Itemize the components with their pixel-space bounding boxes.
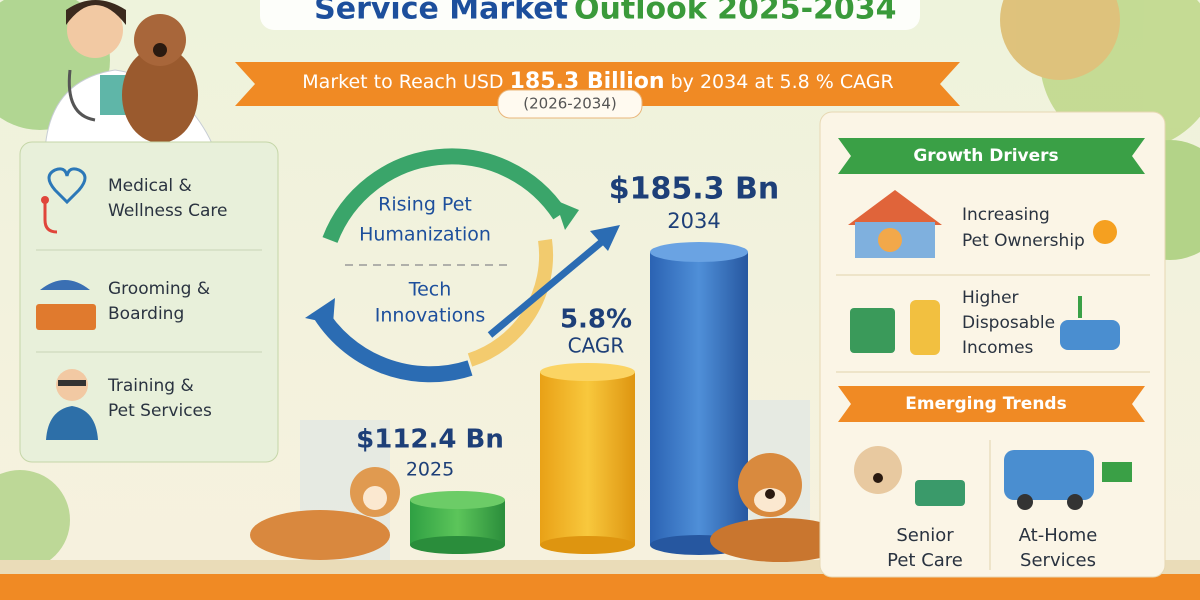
service-label: Medical &: [108, 176, 192, 196]
cycle-label: Rising Pet: [378, 194, 472, 216]
service-label: Training &: [107, 376, 194, 396]
bar-value-label: $185.3 Bn: [609, 172, 779, 207]
icon-house: [848, 190, 1117, 258]
cat-illustration: [250, 467, 400, 560]
bar-cagr: [540, 372, 635, 545]
icon-training: [46, 369, 98, 440]
bar-base: [540, 536, 635, 554]
bar-2034: [650, 252, 748, 545]
banner-tail: by 2034 at 5.8 % CAGR: [671, 71, 894, 93]
section-title: Growth Drivers: [913, 146, 1058, 166]
cycle-label: Innovations: [375, 305, 486, 327]
icon-van: [1004, 450, 1132, 510]
icon-grooming: [36, 280, 96, 330]
text-layer: Medical & Wellness Care Grooming & Boarding…: [107, 146, 1097, 571]
bar-year-label: 2025: [406, 459, 454, 481]
title-accent: Outlook 2025-2034: [574, 0, 897, 27]
bar-year-label: 2034: [667, 209, 720, 233]
service-label: Pet Services: [108, 401, 212, 421]
title-plate: [260, 0, 920, 30]
driver-label: Increasing: [962, 205, 1050, 225]
trend-label: At-Home: [1019, 525, 1098, 546]
vet-illustration: [44, 0, 216, 151]
driver-label: Incomes: [962, 338, 1034, 358]
cycle-label: Tech: [408, 279, 452, 301]
bar-top: [410, 491, 505, 509]
banner-ribbon: [235, 62, 960, 106]
service-label: Wellness Care: [108, 201, 227, 221]
section-title: Emerging Trends: [905, 394, 1066, 414]
bar-top: [650, 242, 748, 262]
dog-illustration: [710, 453, 850, 562]
service-label: Grooming &: [108, 279, 210, 299]
driver-label: Higher: [962, 288, 1019, 308]
growth-ribbon: [838, 138, 1145, 174]
cycle-graphic: [305, 148, 620, 383]
banner-lead: Market to Reach USD: [302, 71, 503, 93]
icon-senior-dog: [854, 446, 965, 506]
bar-value-label: 5.8%: [560, 305, 632, 335]
period-pill: [497, 89, 643, 119]
bar-top: [540, 363, 635, 381]
title-main: Service Market: [314, 0, 568, 27]
banner-period: (2026-2034): [523, 95, 616, 113]
driver-label: Pet Ownership: [962, 231, 1085, 251]
icon-money: [850, 296, 1120, 355]
bar-year-label: CAGR: [568, 334, 625, 358]
driver-label: Disposable: [962, 313, 1055, 333]
icon-medical: [41, 167, 87, 234]
trends-ribbon: [838, 386, 1145, 422]
trend-label: Senior: [896, 525, 954, 546]
cycle-label: Humanization: [359, 224, 491, 246]
bar-value-label: $112.4 Bn: [356, 425, 504, 455]
bar-chart-illustration: [410, 242, 748, 555]
service-label: Boarding: [108, 304, 184, 324]
trend-label: Services: [1020, 550, 1096, 571]
trend-label: Pet Care: [887, 550, 963, 571]
bar-base: [410, 536, 505, 554]
